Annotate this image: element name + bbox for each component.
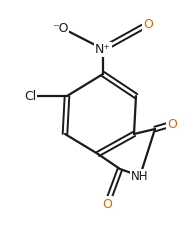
- Text: O: O: [102, 198, 112, 211]
- Text: N⁺: N⁺: [95, 43, 111, 56]
- Text: O: O: [167, 118, 177, 131]
- Text: O: O: [143, 18, 153, 31]
- Text: ⁻O: ⁻O: [52, 21, 68, 34]
- Text: Cl: Cl: [24, 90, 36, 103]
- Text: NH: NH: [131, 170, 149, 183]
